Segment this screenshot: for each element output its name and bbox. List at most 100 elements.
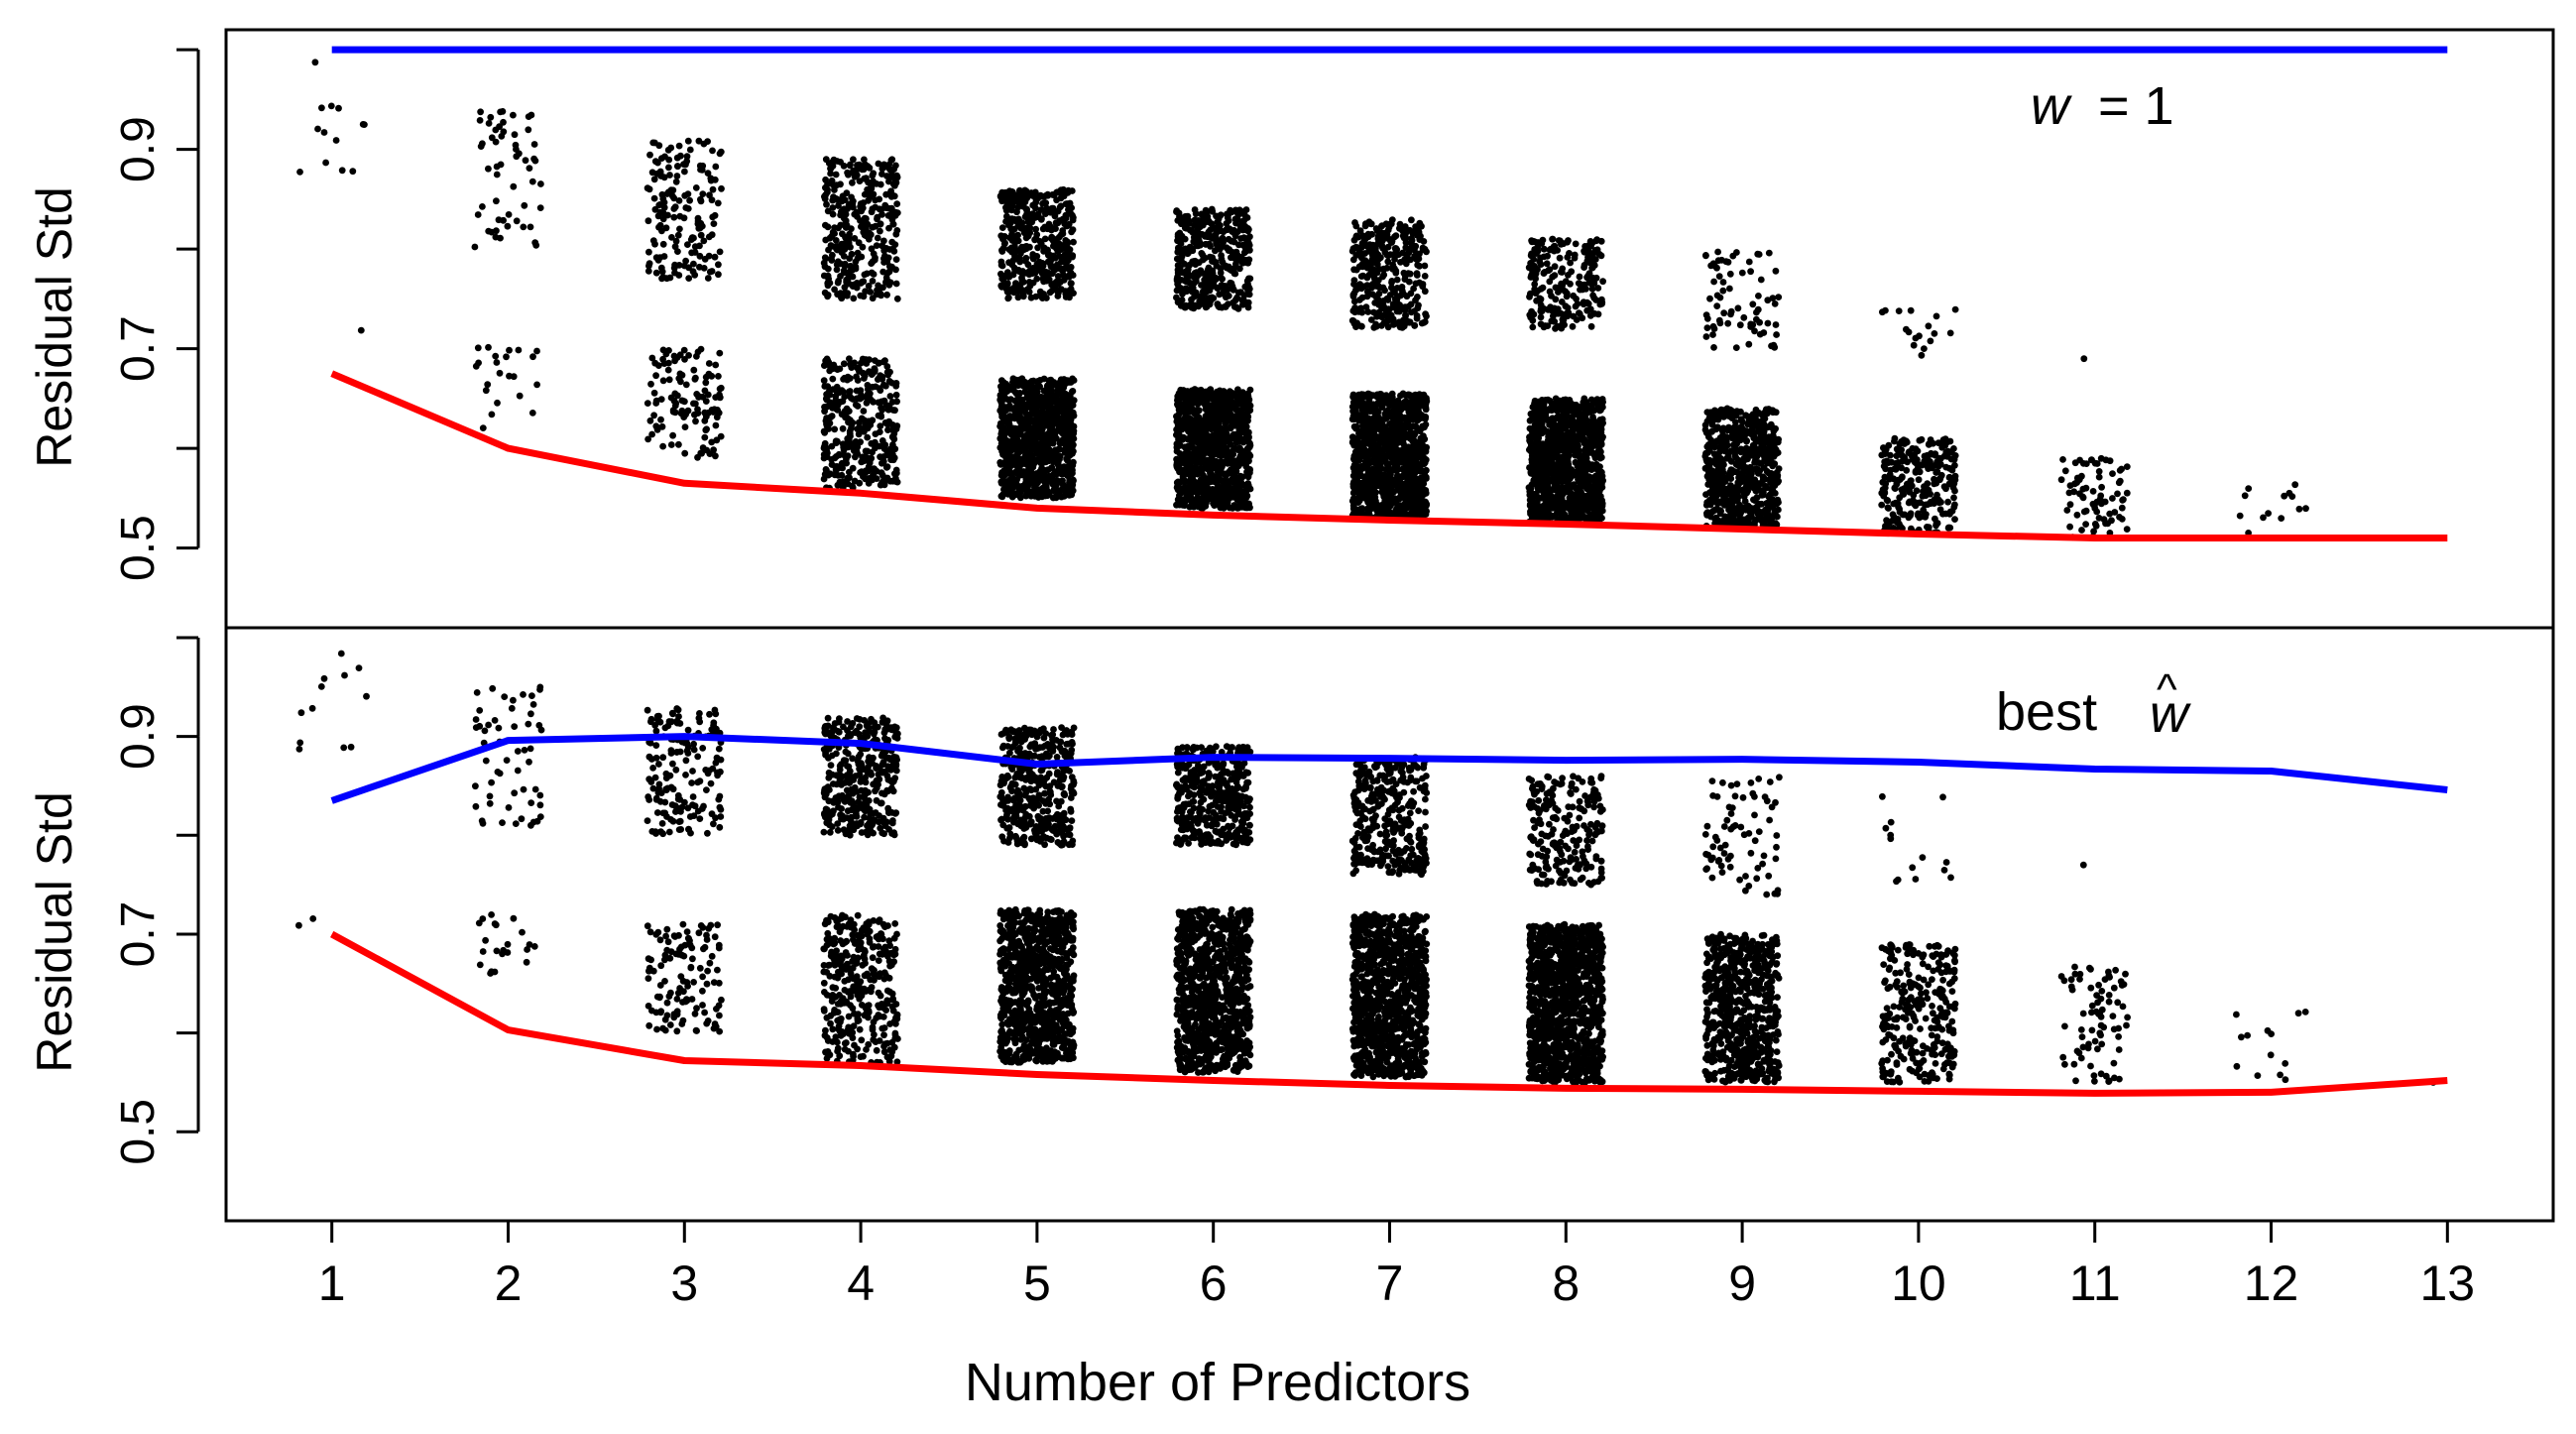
data-point (1229, 287, 1237, 294)
data-point (861, 231, 869, 239)
data-point (892, 256, 900, 263)
data-point (671, 402, 679, 410)
data-point (1233, 504, 1241, 512)
data-point (1224, 210, 1230, 218)
data-point (1024, 422, 1031, 429)
data-point (1069, 253, 1076, 261)
data-point (650, 176, 658, 183)
data-point (652, 397, 660, 405)
data-point (1401, 276, 1409, 283)
data-point (495, 216, 503, 224)
data-point (826, 419, 834, 427)
data-point (1012, 280, 1019, 288)
data-point (712, 452, 719, 460)
data-point (859, 204, 867, 212)
top-cluster-4 (820, 156, 901, 492)
data-point (705, 252, 713, 260)
data-point (1404, 270, 1412, 278)
data-point (1401, 303, 1409, 310)
data-point (1007, 244, 1015, 252)
data-point (882, 190, 890, 198)
data-point (479, 203, 486, 210)
data-point (711, 253, 719, 261)
data-point (1050, 487, 1058, 495)
data-point (1215, 491, 1222, 498)
data-point (332, 137, 340, 144)
data-point (846, 474, 853, 482)
data-point (1352, 222, 1360, 230)
data-point (1192, 275, 1200, 282)
data-point (1229, 493, 1236, 501)
data-point (1242, 245, 1250, 253)
data-point (513, 217, 521, 225)
data-point (852, 281, 859, 289)
data-point (1192, 452, 1199, 459)
data-point (880, 237, 887, 245)
data-point (1229, 460, 1236, 467)
data-point (1198, 420, 1206, 428)
data-point (1069, 216, 1077, 224)
data-point (998, 272, 1006, 280)
data-point (660, 203, 668, 211)
data-point (1204, 403, 1212, 411)
data-point (892, 478, 900, 485)
data-point (681, 423, 689, 430)
data-point (1226, 388, 1233, 396)
data-point (889, 427, 897, 435)
data-point (1236, 225, 1244, 233)
data-point (835, 224, 842, 232)
data-point (1050, 458, 1057, 466)
data-point (848, 395, 855, 402)
data-point (861, 372, 869, 380)
data-point (1216, 213, 1224, 220)
data-point (886, 246, 893, 253)
data-point (1044, 430, 1052, 437)
data-point (998, 441, 1006, 449)
data-point (1244, 402, 1252, 410)
data-point (879, 164, 886, 172)
data-point (1053, 477, 1061, 484)
data-point (854, 403, 862, 410)
data-point (1005, 221, 1013, 228)
data-point (1183, 272, 1191, 280)
data-point (867, 289, 875, 296)
data-point (1239, 259, 1247, 266)
data-point (1230, 238, 1238, 246)
data-point (1390, 320, 1397, 328)
data-point (873, 475, 880, 482)
data-point (835, 277, 842, 285)
data-point (1401, 230, 1408, 238)
data-point (1349, 256, 1357, 264)
data-point (676, 225, 683, 233)
data-point (659, 442, 666, 450)
data-point (1176, 421, 1184, 428)
data-point (1203, 431, 1211, 438)
data-point (705, 360, 713, 367)
data-point (715, 373, 722, 380)
data-point (1183, 420, 1190, 428)
data-point (1422, 489, 1430, 497)
data-point (1215, 302, 1223, 310)
data-point (1188, 397, 1196, 405)
data-point (835, 202, 842, 209)
data-point (1187, 300, 1195, 308)
data-point (827, 170, 834, 178)
data-point (1046, 477, 1053, 485)
data-point (1195, 394, 1203, 402)
data-point (691, 243, 699, 251)
data-point (1225, 247, 1232, 254)
data-point (848, 193, 855, 201)
data-point (1236, 208, 1244, 216)
data-point (998, 493, 1006, 501)
data-point (650, 412, 657, 419)
data-point (1178, 297, 1186, 303)
data-point (715, 271, 722, 279)
data-point (826, 367, 834, 375)
data-point (531, 239, 539, 247)
data-point (1009, 386, 1017, 394)
data-point (1009, 375, 1017, 383)
data-point (1362, 220, 1369, 228)
data-point (476, 117, 484, 124)
data-point (828, 232, 836, 240)
